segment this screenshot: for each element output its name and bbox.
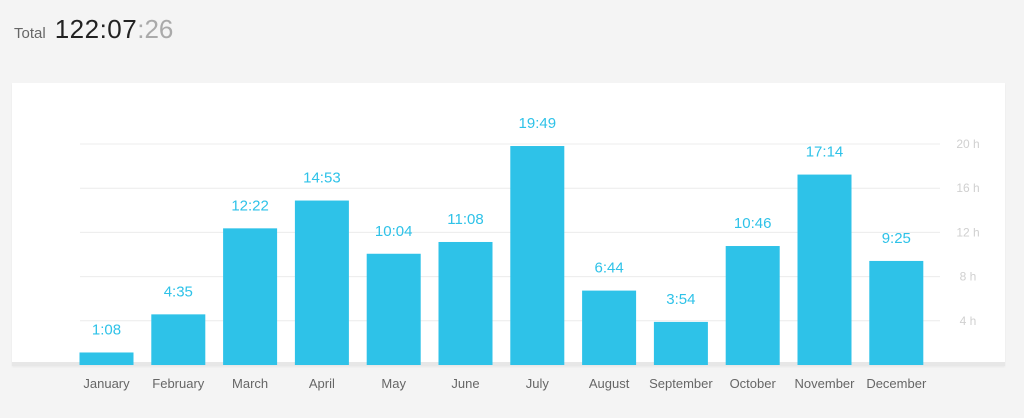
bar-june[interactable] bbox=[438, 241, 493, 365]
bar-january[interactable] bbox=[79, 352, 134, 365]
bar-july[interactable] bbox=[510, 146, 565, 365]
x-category-label: April bbox=[309, 376, 335, 391]
x-category-label: October bbox=[730, 376, 777, 391]
total-time-main: 122:07 bbox=[54, 14, 138, 44]
bar-value-label: 9:25 bbox=[882, 230, 911, 247]
bar-value-label: 1:08 bbox=[92, 321, 121, 338]
total-time-seconds: :26 bbox=[137, 14, 174, 44]
x-category-label: July bbox=[526, 376, 550, 391]
chart-baseline bbox=[12, 362, 1005, 366]
x-category-label: February bbox=[152, 376, 205, 391]
bar-value-label: 17:14 bbox=[806, 144, 844, 161]
bar-value-label: 11:08 bbox=[447, 211, 483, 228]
bar-december[interactable] bbox=[869, 260, 924, 365]
x-category-label: September bbox=[649, 376, 713, 391]
y-tick-label: 20 h bbox=[956, 137, 979, 151]
total-summary: Total 122:07 :26 bbox=[14, 14, 173, 45]
bar-value-label: 3:54 bbox=[666, 291, 695, 308]
y-tick-label: 4 h bbox=[960, 314, 977, 328]
bar-value-label: 19:49 bbox=[519, 115, 557, 132]
x-category-label: December bbox=[866, 376, 927, 391]
bar-value-label: 4:35 bbox=[164, 283, 193, 300]
y-tick-label: 12 h bbox=[956, 225, 979, 239]
x-category-label: March bbox=[232, 376, 268, 391]
bar-may[interactable] bbox=[366, 253, 421, 365]
bar-value-label: 12:22 bbox=[231, 197, 269, 214]
x-category-label: January bbox=[83, 376, 130, 391]
bar-march[interactable] bbox=[223, 228, 278, 365]
bar-august[interactable] bbox=[582, 290, 637, 365]
bar-value-label: 10:04 bbox=[375, 223, 413, 240]
x-category-label: August bbox=[589, 376, 630, 391]
bar-value-label: 14:53 bbox=[303, 170, 341, 187]
x-category-label: November bbox=[795, 376, 856, 391]
x-category-label: May bbox=[381, 376, 406, 391]
bar-october[interactable] bbox=[725, 246, 780, 365]
bar-september[interactable] bbox=[653, 321, 708, 365]
x-category-label: June bbox=[451, 376, 479, 391]
y-tick-label: 8 h bbox=[960, 270, 977, 284]
bar-value-label: 10:46 bbox=[734, 215, 772, 232]
bar-april[interactable] bbox=[294, 200, 349, 365]
bar-value-label: 6:44 bbox=[594, 260, 623, 277]
y-tick-label: 16 h bbox=[956, 181, 979, 195]
bar-february[interactable] bbox=[151, 314, 206, 365]
bar-november[interactable] bbox=[797, 174, 852, 365]
total-label: Total bbox=[14, 25, 46, 42]
